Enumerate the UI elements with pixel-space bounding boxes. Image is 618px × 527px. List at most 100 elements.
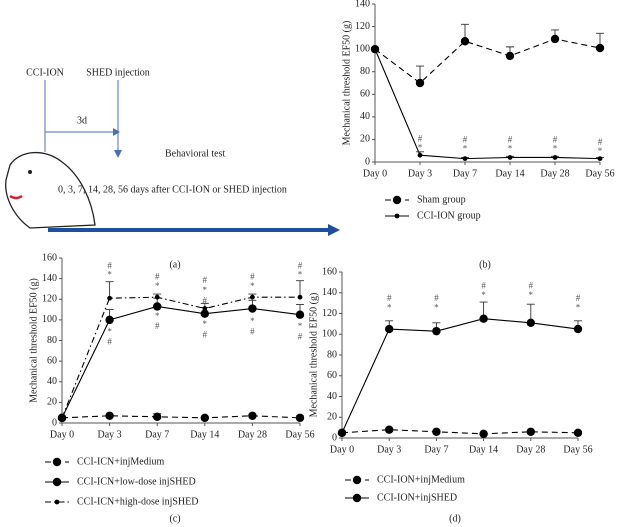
data-point [248, 304, 257, 313]
data-point [432, 427, 441, 436]
annotation: # [529, 281, 534, 291]
legend-marker [352, 493, 362, 503]
data-point [337, 428, 347, 438]
y-tick-label: 100 [42, 314, 57, 325]
annotation: # [508, 135, 513, 145]
data-point [107, 295, 112, 301]
annotation: # [576, 293, 581, 303]
diagram-test: Behavioral test [165, 148, 225, 159]
annotation: * [481, 290, 486, 300]
y-tick-label: 20 [327, 412, 337, 423]
x-tick-label: Day 14 [495, 168, 524, 179]
data-point [507, 155, 513, 160]
annotation: # [298, 260, 303, 270]
annotation: * [250, 281, 255, 291]
y-tick-label: 60 [47, 355, 57, 366]
legend-label: CCI-ION+injMedium [377, 474, 465, 485]
data-point [59, 415, 65, 421]
data-point [417, 152, 423, 158]
data-point [154, 294, 160, 300]
legend-label: Sham group [417, 194, 466, 205]
data-point [573, 324, 583, 334]
annotation: * [576, 302, 581, 312]
annotation: # [203, 329, 208, 339]
error-bar [105, 281, 114, 299]
x-tick-label: Day 0 [50, 429, 74, 440]
annotation: # [553, 135, 558, 145]
y-tick-label: 160 [322, 266, 337, 277]
x-tick-label: Day 3 [377, 444, 401, 455]
data-point [200, 309, 209, 318]
series-line [61, 296, 300, 419]
annotation: * [553, 144, 558, 154]
data-point [372, 46, 378, 52]
x-tick-label: Day 28 [540, 168, 569, 179]
annotation: # [418, 133, 423, 143]
annotation: # [387, 293, 392, 303]
data-point [385, 425, 394, 434]
annotation: * [107, 326, 112, 336]
y-tick-label: 140 [322, 287, 337, 298]
x-tick-label: Day 0 [363, 168, 387, 179]
series-line [341, 429, 579, 435]
y-tick-label: 140 [355, 0, 370, 9]
x-tick-label: Day 14 [190, 429, 219, 440]
diagram-step: SHED injection [86, 67, 150, 78]
annotation: # [155, 272, 160, 282]
annotation: * [298, 270, 303, 280]
legend-label: CCI-ICN+high-dose injSHED [77, 496, 198, 507]
data-point [597, 156, 603, 162]
legend-marker [394, 213, 400, 219]
data-point [595, 43, 605, 53]
y-tick-label: 60 [327, 370, 337, 381]
y-axis-label: Mechanical threshold EF50 (g) [308, 293, 319, 418]
series-line [61, 305, 301, 419]
annotation: * [107, 270, 112, 280]
arrow-head [114, 150, 122, 158]
x-tick-label: Day 0 [330, 444, 354, 455]
panel-label: (a) [169, 259, 180, 270]
data-point [385, 324, 394, 334]
annotation: * [155, 281, 160, 291]
data-point [297, 294, 303, 300]
panel-label: (d) [449, 513, 461, 524]
legend-marker [352, 475, 362, 485]
data-point [105, 411, 114, 420]
legend-label: CCI-ION+injSHED [377, 492, 457, 503]
annotation: # [155, 321, 160, 331]
data-point [250, 294, 255, 300]
arrow-head [113, 128, 120, 136]
annotation: # [434, 293, 439, 303]
y-tick-label: 80 [47, 335, 57, 346]
annotation: # [107, 260, 112, 270]
annotation: * [598, 146, 603, 156]
series-line [341, 318, 579, 434]
y-tick-label: 0 [332, 432, 337, 443]
data-point [295, 310, 305, 319]
annotation: # [481, 281, 486, 291]
annotation: * [203, 285, 208, 295]
series-line [61, 415, 301, 419]
y-tick-label: 0 [365, 156, 370, 167]
legend-label: CCI-ION group [417, 210, 481, 221]
annotation: * [387, 302, 392, 312]
legend-marker [52, 457, 62, 467]
x-tick-label: Day 28 [516, 444, 545, 455]
y-tick-label: 140 [42, 273, 57, 284]
data-point [550, 34, 560, 44]
rat-icon [5, 151, 96, 229]
annotation: * [155, 311, 160, 321]
y-axis-label: Mechanical threshold EF50 (g) [341, 21, 352, 146]
y-tick-label: 80 [327, 349, 337, 360]
annotation: # [463, 135, 468, 145]
y-axis-label: Mechanical threshold EF50 (g) [28, 278, 39, 403]
data-point [552, 155, 558, 160]
annotation: * [508, 144, 513, 154]
x-tick-label: Day 7 [145, 429, 169, 440]
legend-marker [392, 195, 402, 205]
x-tick-label: Day 56 [585, 168, 614, 179]
annotation: * [418, 143, 423, 153]
x-tick-label: Day 56 [285, 429, 314, 440]
panel-label: (b) [479, 259, 491, 270]
